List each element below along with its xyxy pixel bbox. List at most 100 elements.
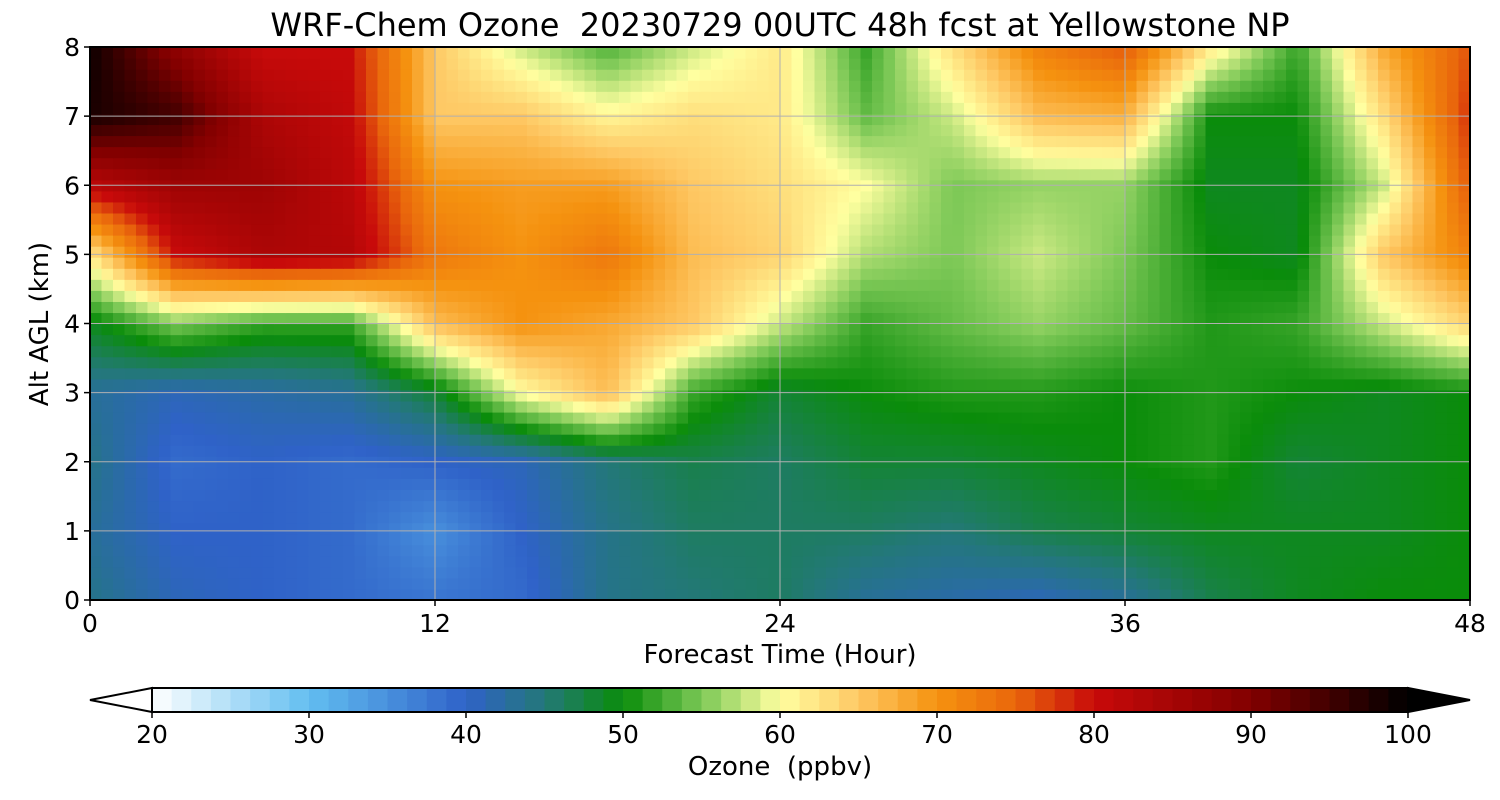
heatmap-cell: [331, 555, 344, 568]
heatmap-cell: [768, 257, 781, 269]
heatmap-cell: [1320, 389, 1333, 402]
heatmap-cell: [665, 367, 678, 380]
heatmap-cell: [964, 223, 977, 236]
heatmap-cell: [1194, 489, 1207, 502]
heatmap-cell: [722, 212, 735, 225]
heatmap-cell: [1228, 423, 1241, 435]
heatmap-cell: [975, 356, 988, 369]
heatmap-cell: [1378, 478, 1391, 490]
heatmap-cell: [228, 246, 241, 258]
heatmap-cell: [1274, 445, 1287, 457]
heatmap-cell: [584, 544, 597, 557]
heatmap-cell: [1274, 544, 1287, 557]
heatmap-cell: [1044, 223, 1057, 236]
heatmap-cell: [1389, 378, 1402, 391]
heatmap-cell: [1274, 467, 1287, 479]
heatmap-cell: [1332, 279, 1345, 291]
heatmap-cell: [619, 411, 632, 424]
heatmap-cell: [458, 345, 471, 358]
heatmap-cell: [216, 555, 229, 568]
heatmap-cell: [1136, 212, 1149, 225]
heatmap-cell: [446, 212, 459, 225]
heatmap-cell: [124, 223, 137, 236]
heatmap-cell: [538, 157, 551, 170]
heatmap-cell: [1021, 434, 1034, 446]
heatmap-cell: [458, 489, 471, 502]
heatmap-cell: [975, 290, 988, 302]
heatmap-cell: [1389, 500, 1402, 513]
heatmap-cell: [1378, 555, 1391, 568]
heatmap-cell: [1113, 588, 1126, 601]
heatmap-cell: [1148, 467, 1161, 479]
heatmap-cell: [124, 168, 137, 181]
heatmap-cell: [1228, 246, 1241, 258]
heatmap-cell: [757, 146, 770, 159]
heatmap-cell: [435, 544, 448, 557]
heatmap-cell: [366, 511, 379, 524]
heatmap-cell: [1240, 389, 1253, 402]
heatmap-cell: [320, 577, 333, 590]
heatmap-cell: [883, 478, 896, 490]
heatmap-cell: [389, 356, 402, 369]
heatmap-cell: [412, 257, 425, 269]
heatmap-cell: [642, 478, 655, 490]
heatmap-cell: [711, 367, 724, 380]
heatmap-cell: [826, 533, 839, 546]
heatmap-cell: [1240, 223, 1253, 236]
heatmap-cell: [1079, 489, 1092, 502]
heatmap-cell: [975, 279, 988, 291]
heatmap-cell: [1378, 168, 1391, 181]
heatmap-cell: [412, 411, 425, 424]
heatmap-cell: [757, 500, 770, 513]
heatmap-cell: [1343, 345, 1356, 358]
heatmap-cell: [354, 146, 367, 159]
heatmap-cell: [768, 423, 781, 435]
heatmap-cell: [653, 257, 666, 269]
heatmap-cell: [676, 157, 689, 170]
heatmap-cell: [1090, 566, 1103, 579]
heatmap-cell: [964, 478, 977, 490]
heatmap-cell: [987, 400, 1000, 413]
heatmap-cell: [274, 588, 287, 601]
heatmap-cell: [1412, 246, 1425, 258]
heatmap-cell: [872, 533, 885, 546]
heatmap-cell: [1355, 378, 1368, 391]
heatmap-cell: [147, 212, 160, 225]
heatmap-cell: [1159, 434, 1172, 446]
heatmap-cell: [1067, 411, 1080, 424]
heatmap-cell: [308, 323, 321, 336]
heatmap-cell: [124, 489, 137, 502]
heatmap-cell: [262, 223, 275, 236]
heatmap-cell: [1228, 279, 1241, 291]
heatmap-cell: [1182, 511, 1195, 524]
heatmap-cell: [780, 588, 793, 601]
heatmap-cell: [1297, 268, 1310, 280]
heatmap-cell: [653, 588, 666, 601]
heatmap-cell: [228, 423, 241, 435]
heatmap-cell: [1424, 157, 1437, 170]
heatmap-cell: [515, 577, 528, 590]
heatmap-cell: [492, 400, 505, 413]
heatmap-cell: [101, 201, 114, 214]
heatmap-cell: [1102, 555, 1115, 568]
heatmap-cell: [216, 367, 229, 380]
heatmap-cell: [573, 168, 586, 181]
chart-title: WRF-Chem Ozone 20230729 00UTC 48h fcst a…: [270, 6, 1290, 44]
heatmap-cell: [1113, 400, 1126, 413]
heatmap-cell: [688, 544, 701, 557]
heatmap-cell: [331, 268, 344, 280]
heatmap-cell: [780, 467, 793, 479]
heatmap-cell: [205, 146, 218, 159]
heatmap-cell: [1435, 212, 1448, 225]
heatmap-cell: [561, 212, 574, 225]
heatmap-cell: [147, 389, 160, 402]
heatmap-cell: [389, 533, 402, 546]
heatmap-cell: [1067, 345, 1080, 358]
heatmap-cell: [400, 279, 413, 291]
heatmap-cell: [1033, 146, 1046, 159]
heatmap-cell: [216, 257, 229, 269]
heatmap-cell: [883, 235, 896, 247]
heatmap-cell: [1343, 146, 1356, 159]
heatmap-cell: [389, 555, 402, 568]
heatmap-cell: [389, 312, 402, 325]
